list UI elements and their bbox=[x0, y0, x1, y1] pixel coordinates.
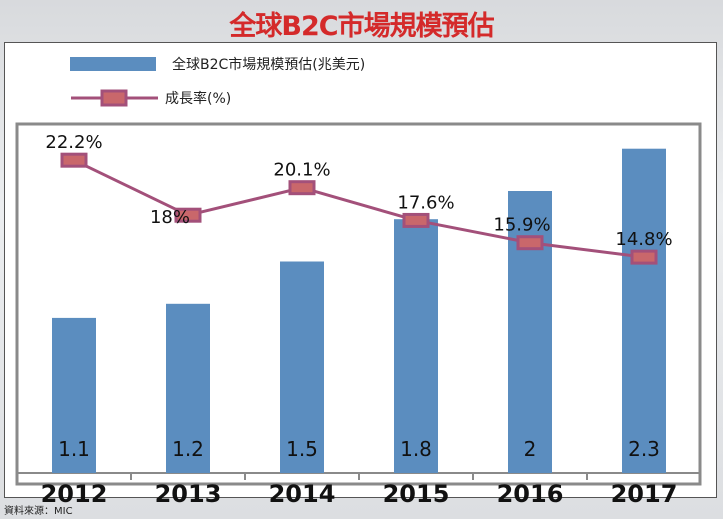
growth-line bbox=[73, 158, 645, 259]
growth-marker-2015 bbox=[402, 212, 430, 228]
growth-label-2017: 14.8% bbox=[615, 229, 672, 250]
bar-label-2016: 2 bbox=[524, 437, 537, 461]
x-tick-label-2014: 2014 bbox=[269, 480, 336, 508]
growth-label-2014: 20.1% bbox=[273, 160, 330, 181]
x-tick-label-2015: 2015 bbox=[383, 480, 450, 508]
growth-marker-2013 bbox=[174, 207, 202, 223]
bar-label-2015: 1.8 bbox=[400, 437, 432, 461]
bar-label-2017: 2.3 bbox=[628, 437, 660, 461]
growth-label-2016: 15.9% bbox=[493, 215, 550, 236]
legend-bar-label: 全球B2C市場規模預估(兆美元) bbox=[172, 56, 365, 73]
bar-label-2012: 1.1 bbox=[58, 437, 90, 461]
bar-2015 bbox=[394, 219, 438, 473]
bar-2013 bbox=[166, 303, 210, 473]
growth-marker-2014 bbox=[288, 180, 316, 196]
x-tick-label-2012: 2012 bbox=[41, 480, 108, 508]
growth-marker-2012 bbox=[60, 152, 88, 168]
legend-line-label: 成長率(%) bbox=[165, 90, 231, 107]
x-tick-label-2016: 2016 bbox=[497, 480, 564, 508]
bar-2017 bbox=[622, 148, 666, 473]
source-note: 資料來源：MIC bbox=[4, 506, 73, 517]
bar-2014 bbox=[280, 261, 324, 473]
legend-bar-swatch bbox=[70, 57, 156, 71]
growth-label-2012: 22.2% bbox=[45, 132, 102, 153]
bar-2012 bbox=[52, 317, 96, 473]
bar-label-2013: 1.2 bbox=[172, 437, 204, 461]
x-tick-label-2017: 2017 bbox=[611, 480, 678, 508]
plot-frame bbox=[15, 122, 702, 486]
legend-line-marker bbox=[100, 89, 128, 107]
bar-label-2014: 1.5 bbox=[286, 437, 318, 461]
chart-title: 全球B2C市場規模預估 bbox=[229, 11, 494, 42]
growth-marker-2017 bbox=[630, 249, 658, 265]
growth-label-2013: 18% bbox=[150, 207, 190, 228]
growth-label-2015: 17.6% bbox=[397, 192, 454, 213]
x-tick-label-2013: 2013 bbox=[155, 480, 222, 508]
growth-marker-2016 bbox=[516, 235, 544, 251]
